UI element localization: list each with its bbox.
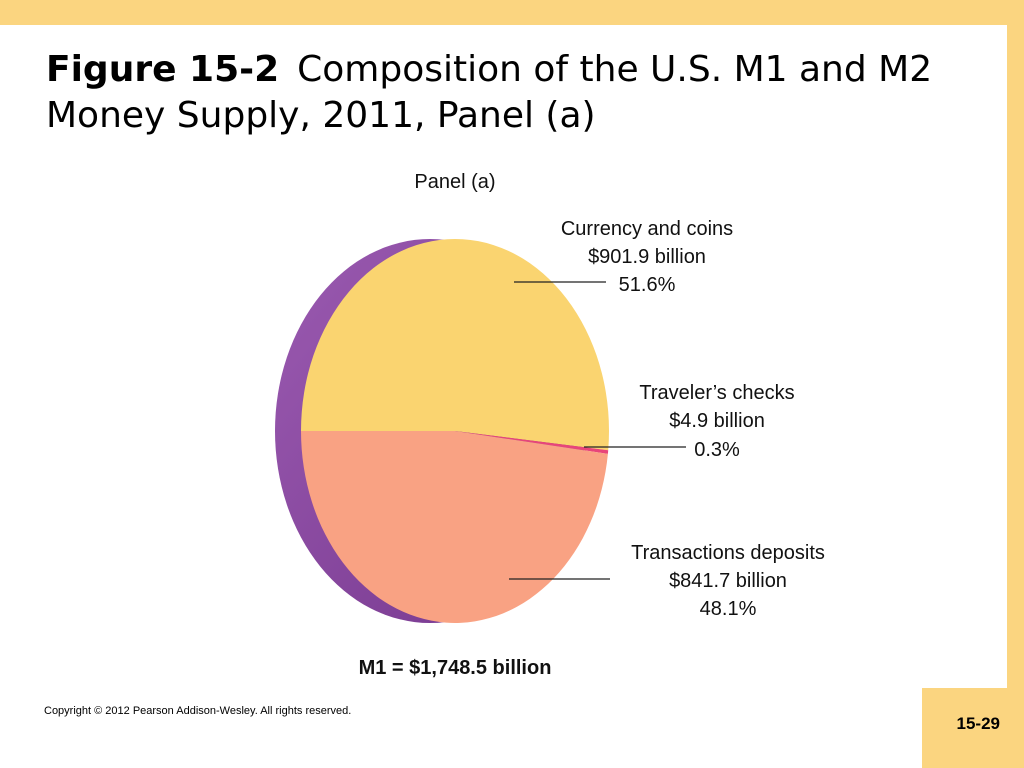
pie-slices bbox=[301, 238, 609, 623]
slice-name: Traveler’s checks bbox=[639, 382, 794, 404]
slice-name: Currency and coins bbox=[561, 218, 733, 240]
chart-title: Panel (a) bbox=[414, 171, 495, 193]
slice-transactions-deposits bbox=[301, 431, 608, 623]
slice-amount: $901.9 billion bbox=[588, 246, 706, 268]
label-travelers: Traveler’s checks $4.9 billion 0.3% bbox=[639, 382, 794, 461]
figure-number: Figure 15-2 bbox=[46, 49, 280, 90]
page-number-box: 15-29 bbox=[922, 688, 1024, 768]
slice-amount: $4.9 billion bbox=[669, 410, 765, 432]
slide: Figure 15-2 Composition of the U.S. M1 an… bbox=[0, 25, 1007, 768]
figure-caption: Composition of the U.S. M1 and M2 Money … bbox=[46, 49, 933, 136]
slice-name: Transactions deposits bbox=[631, 542, 825, 564]
m1-total: M1 = $1,748.5 billion bbox=[359, 657, 552, 679]
slice-percent: 48.1% bbox=[700, 598, 757, 620]
page-number: 15-29 bbox=[956, 714, 1000, 733]
label-currency: Currency and coins $901.9 billion 51.6% bbox=[561, 218, 733, 296]
slide-title: Figure 15-2 Composition of the U.S. M1 an… bbox=[46, 47, 986, 139]
slice-currency bbox=[301, 238, 609, 451]
slice-percent: 0.3% bbox=[694, 439, 740, 461]
slice-percent: 51.6% bbox=[619, 274, 676, 296]
copyright-notice: Copyright © 2012 Pearson Addison-Wesley.… bbox=[44, 705, 352, 717]
slice-amount: $841.7 billion bbox=[669, 570, 787, 592]
label-deposits: Transactions deposits $841.7 billion 48.… bbox=[631, 542, 825, 620]
slice-travelers-checks bbox=[455, 431, 609, 454]
